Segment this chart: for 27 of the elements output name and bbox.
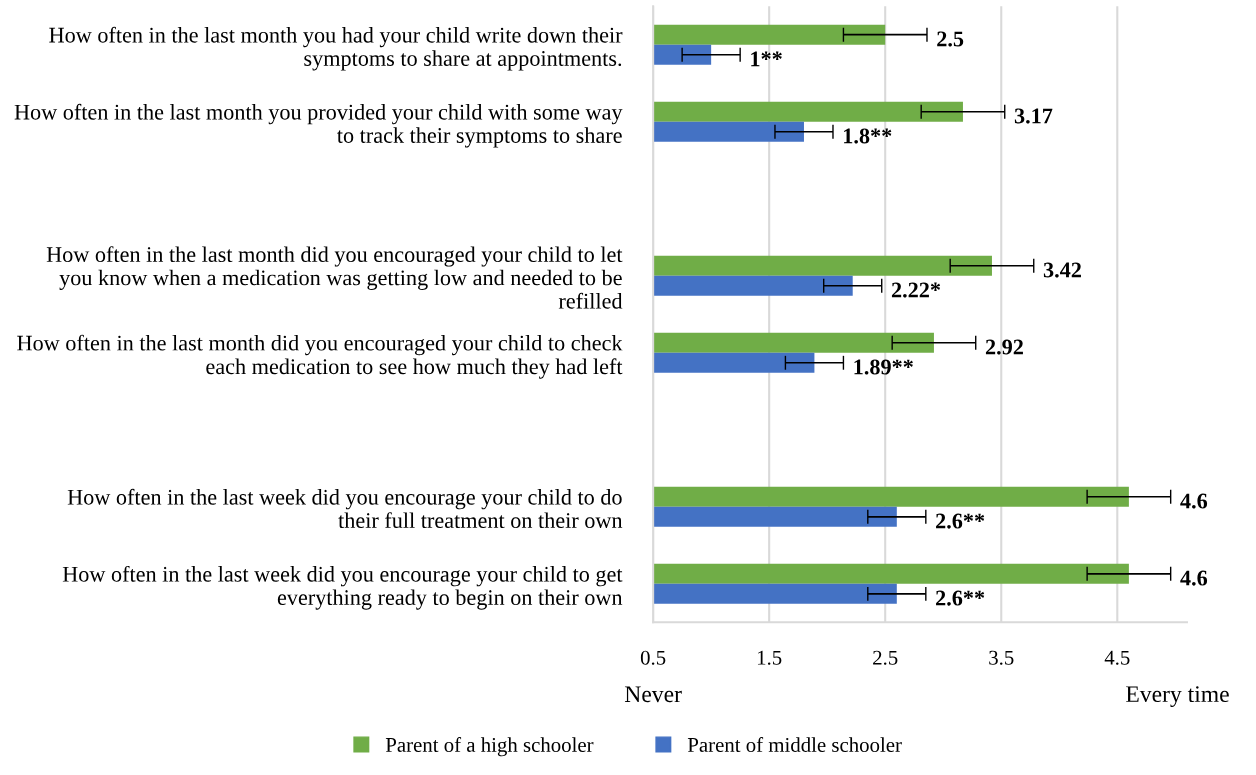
data-label: 4.6 [1180,493,1208,509]
x-tick-label: 4.5 [1104,650,1130,665]
y-tick-label: How often in the last month did you encouraged your child to check each medication to see how much they had left [17,334,623,379]
y-tick-label: How often in the last month you provided your child with some way to track their symptoms to share [14,103,623,148]
data-label: 2.22* [891,282,941,298]
y-tick-label: How often in the last month you had your child write down their symptoms to share at appointments. [49,26,623,71]
data-label: 1.8** [844,128,892,144]
y-tick-label: How often in the last month did you encouraged your child to let you know when a medication was getting low and needed to be refilled [46,246,623,309]
data-label: 3.42 [1043,262,1081,278]
x-tick-label: 0.5 [640,650,666,665]
x-tick-label: 2.5 [873,650,898,665]
y-tick-label: How often in the last week did you encourage your child to do their full treatment on their own [67,488,623,529]
x-tick-label: 3.5 [989,650,1014,665]
y-tick-label: How often in the last week did you encourage your child to get everything ready to begin on their own [62,565,623,610]
data-label: 1.89** [854,359,913,375]
legend-label: Parent of a high schooler [385,737,594,757]
data-label: 2.5 [937,31,964,47]
data-label: 2.6** [936,590,985,606]
data-label: 3.17 [1014,108,1053,124]
x-tick-label: 1.5 [757,650,782,665]
data-label: 4.6 [1180,570,1208,586]
text: Never [624,686,682,703]
data-label: 2.6** [936,513,985,529]
data-label: 2.92 [985,339,1023,355]
data-label: 1** [751,51,782,67]
text: Every time [1126,686,1229,707]
legend-label: Parent of middle schooler [687,737,902,752]
